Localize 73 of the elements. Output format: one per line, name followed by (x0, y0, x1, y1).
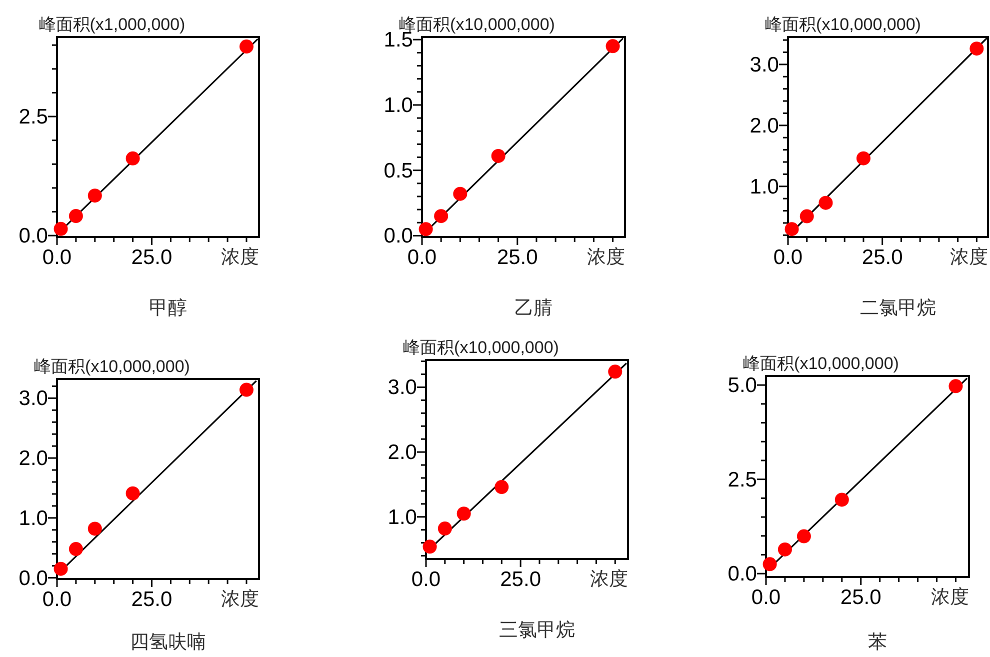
x-tick-label: 0.0 (407, 246, 437, 269)
point (126, 486, 140, 500)
point (970, 42, 984, 56)
point (762, 557, 777, 572)
point (68, 209, 83, 224)
x-tick-label: 0.0 (773, 246, 803, 269)
point (800, 209, 814, 224)
point (88, 188, 102, 203)
point (422, 540, 437, 554)
text: 四氢呋喃 (130, 632, 206, 653)
y-tick-label: 2.0 (750, 114, 779, 138)
y-tick-label: 3.0 (18, 387, 48, 410)
text: 二氯甲烷 (860, 298, 936, 319)
y-tick-label: 1.0 (388, 506, 417, 529)
text: 三氯甲烷 (499, 620, 575, 641)
y-tick-label: 0.0 (18, 224, 48, 248)
point (606, 39, 620, 54)
y-tick-label: 2.5 (18, 106, 48, 129)
x-axis-title: 浓度 (221, 246, 259, 268)
point (54, 222, 68, 236)
point (88, 522, 102, 536)
x-axis-title: 浓度 (221, 588, 259, 610)
point (434, 209, 448, 224)
y-axis-title: 峰面积(x10,000,000) (403, 338, 559, 357)
x-axis-title: 浓度 (587, 246, 625, 268)
y-axis-title: 峰面积(x10,000,000) (743, 354, 899, 373)
x-tick-label: 0.0 (42, 588, 72, 611)
y-tick-label: 2.0 (18, 447, 48, 470)
point (54, 562, 68, 576)
point (491, 148, 506, 163)
x-tick-label: 25.0 (500, 568, 542, 591)
x-axis-title: 浓度 (931, 586, 969, 608)
text: 甲醇 (149, 298, 187, 319)
y-axis-title: 峰面积(x10,000,000) (34, 357, 190, 376)
point (68, 542, 83, 556)
point (453, 186, 468, 201)
point (796, 529, 811, 544)
y-tick-label: 1.0 (384, 94, 413, 117)
y-tick-label: 2.5 (728, 468, 757, 492)
point (438, 522, 452, 536)
text: 乙腈 (514, 298, 552, 319)
point (948, 379, 963, 394)
y-tick-label: 1.0 (18, 506, 48, 530)
y-tick-label: 0.0 (384, 224, 413, 248)
point (818, 196, 833, 210)
y-tick-label: 5.0 (728, 374, 757, 398)
x-tick-label: 25.0 (131, 588, 172, 611)
point (784, 222, 799, 236)
point (126, 151, 140, 166)
point (834, 492, 849, 507)
y-tick-label: 0.5 (384, 159, 413, 182)
y-axis-title: 峰面积(x10,000,000) (765, 15, 921, 34)
text: 苯 (868, 632, 887, 653)
y-tick-label: 3.0 (388, 376, 417, 400)
point (456, 506, 471, 521)
point (608, 364, 622, 379)
x-tick-label: 25.0 (840, 586, 882, 609)
y-axis-title: 峰面积(x1,000,000) (38, 15, 186, 34)
y-tick-label: 3.0 (750, 53, 779, 76)
point (418, 222, 433, 236)
point (239, 382, 254, 397)
y-tick-label: 1.0 (750, 175, 779, 198)
point (778, 542, 792, 556)
x-axis-title: 浓度 (590, 568, 628, 590)
x-tick-label: 0.0 (42, 246, 72, 269)
point (239, 40, 254, 54)
x-axis-title: 浓度 (950, 246, 988, 268)
x-tick-label: 25.0 (131, 246, 172, 269)
y-tick-label: 2.0 (388, 441, 417, 464)
x-tick-label: 25.0 (496, 246, 538, 269)
x-tick-label: 25.0 (862, 246, 903, 269)
point (856, 151, 870, 166)
point (494, 480, 509, 494)
